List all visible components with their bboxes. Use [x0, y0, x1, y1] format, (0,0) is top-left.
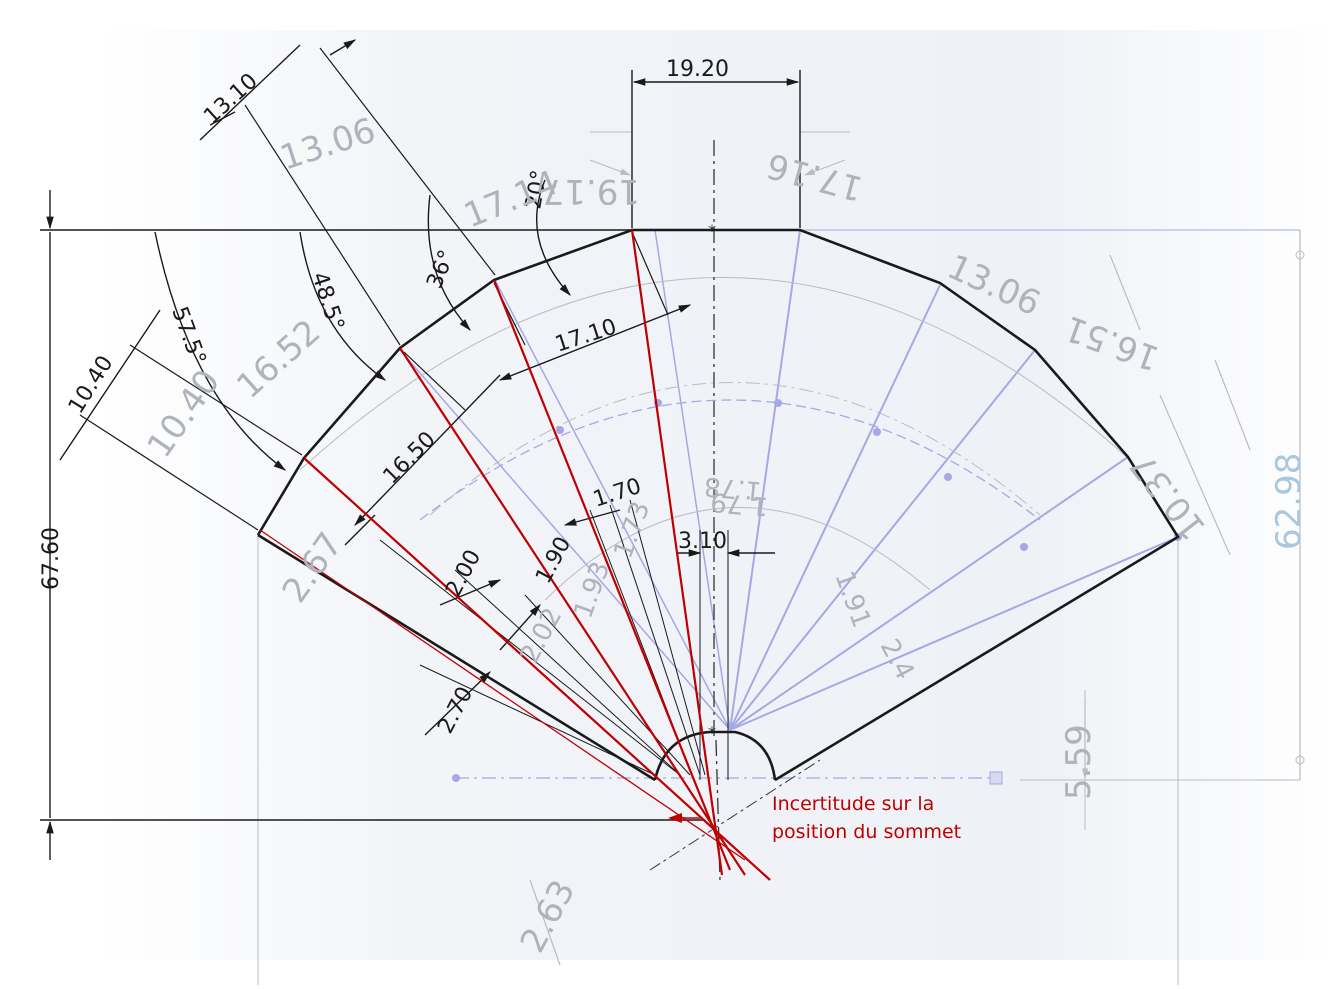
part-outline: [40, 228, 1180, 821]
annotation-line-2: position du sommet: [772, 821, 961, 843]
ref-right-small: 5.59: [1059, 724, 1099, 800]
dim-top-width: 19.20: [666, 57, 729, 82]
ref-top-width: 19.17: [543, 171, 640, 211]
annotation-line-1: Incertitude sur la: [772, 793, 934, 815]
dim-height: 67.60: [39, 527, 64, 590]
uncertainty-annotation: Incertitude sur la position du sommet: [772, 793, 961, 843]
uncertainty-lines: [259, 229, 771, 881]
reference-arrows: [529, 159, 1251, 966]
ref-overall-height: 62.98: [1269, 453, 1309, 550]
ref-center-a: 1.78: [703, 471, 763, 506]
dim-small-b: 3.10: [678, 529, 727, 554]
ref-center-c: 1.79: [709, 486, 769, 521]
